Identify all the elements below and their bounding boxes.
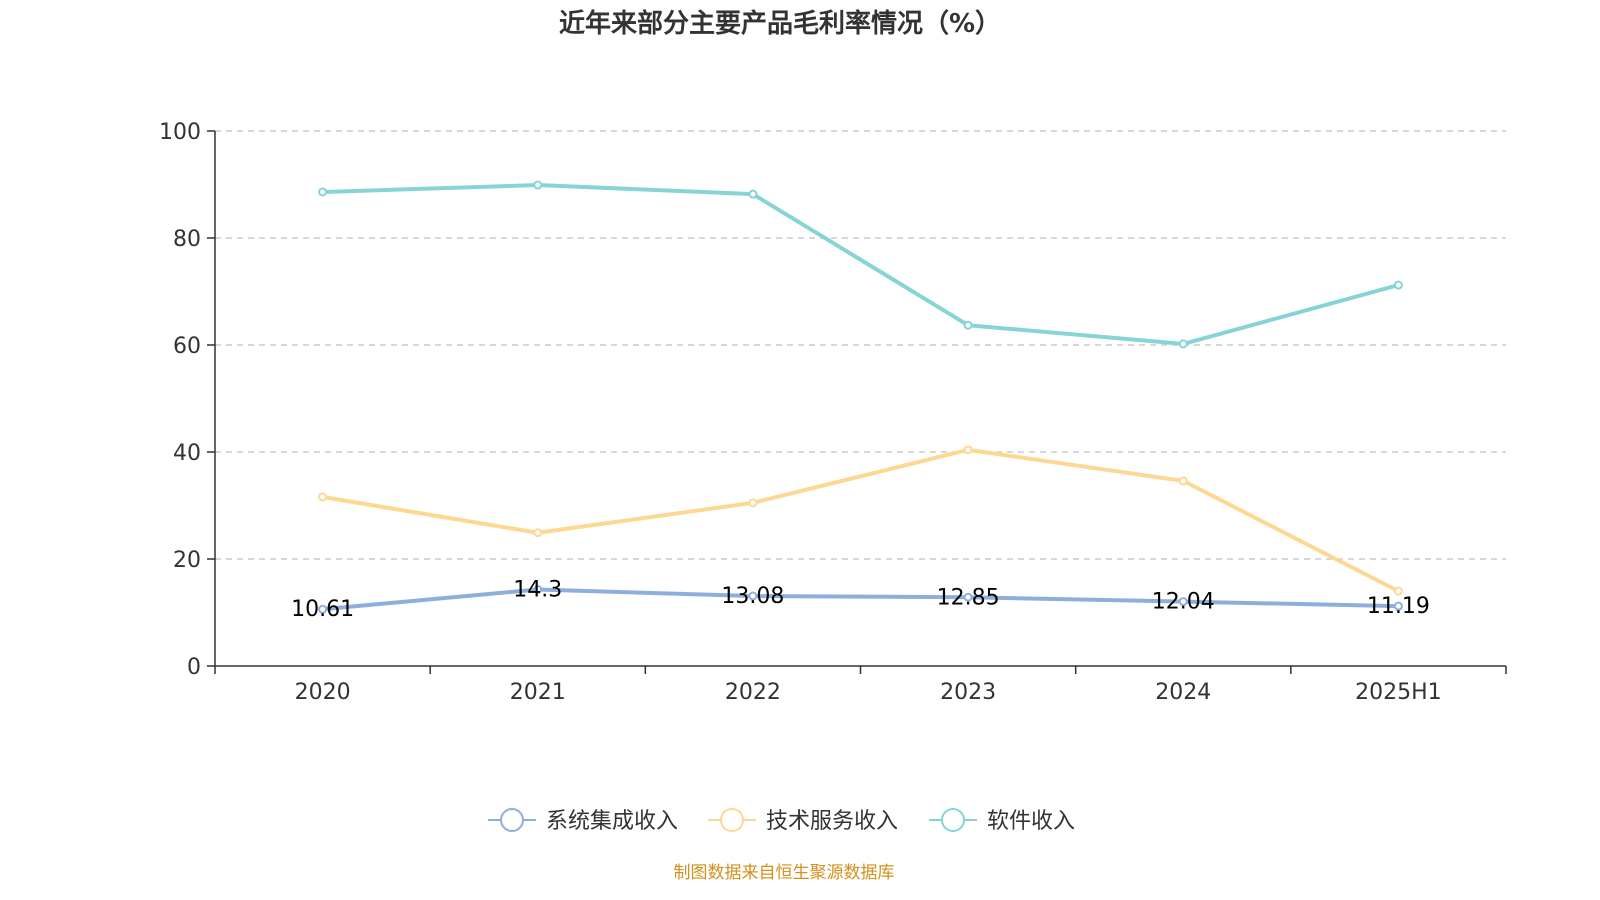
series-line (322, 587, 1399, 612)
data-label: 11.19 (1367, 594, 1430, 619)
legend-marker[interactable] (941, 808, 965, 832)
data-point (963, 320, 973, 330)
y-tick-label: 60 (173, 334, 201, 359)
x-tick-label: 2021 (510, 680, 566, 705)
data-point (318, 187, 328, 197)
data-point (748, 498, 758, 508)
data-labels: 10.61 14.3 13.08 12.85 12.04 11.19 (291, 577, 1430, 622)
data-point (1178, 476, 1188, 486)
data-point (533, 180, 543, 190)
data-point (533, 528, 543, 538)
series-line (322, 447, 1400, 593)
data-point (1178, 597, 1188, 607)
data-point (748, 189, 758, 199)
y-tick-label: 0 (187, 655, 201, 680)
y-tick-label: 40 (173, 441, 201, 466)
data-label: 14.3 (513, 577, 562, 602)
data-point (748, 591, 758, 601)
data-point (1393, 601, 1403, 611)
data-point (963, 445, 973, 455)
y-tick-label: 80 (173, 227, 201, 252)
data-point (318, 604, 328, 614)
x-tick-label: 2020 (295, 680, 351, 705)
data-point (318, 492, 328, 502)
data-label: 10.61 (291, 597, 354, 622)
data-point (1393, 280, 1403, 290)
legend-label[interactable]: 系统集成收入 (546, 809, 678, 834)
legend-label[interactable]: 技术服务收入 (766, 809, 898, 834)
data-point (533, 584, 543, 594)
axes: 0 20 40 60 80 100 2020 2021 2022 2023 2024 2025H1 (159, 120, 1507, 705)
y-tick-label: 20 (173, 548, 201, 573)
series-lines (318, 180, 1403, 614)
x-tick-label: 2022 (725, 680, 781, 705)
x-tick-label: 2025H1 (1355, 680, 1442, 705)
legend[interactable]: 系统集成收入 技术服务收入 软件收入 (488, 808, 1075, 834)
chart-title: 近年来部分主要产品毛利率情况（%） (559, 8, 1001, 39)
data-point (1178, 339, 1188, 349)
source-note: 制图数据来自恒生聚源数据库 (674, 863, 895, 883)
data-label: 13.08 (721, 584, 784, 609)
y-tick-label: 100 (159, 120, 201, 145)
series-line (322, 183, 1399, 346)
legend-label[interactable]: 软件收入 (987, 809, 1075, 834)
data-point (963, 592, 973, 602)
legend-marker[interactable] (500, 808, 524, 832)
grid-lines (215, 130, 1506, 560)
x-tick-label: 2023 (940, 680, 996, 705)
data-label: 12.04 (1152, 590, 1215, 615)
x-tick-label: 2024 (1155, 680, 1211, 705)
data-point (1393, 586, 1403, 596)
data-label: 12.85 (937, 585, 1000, 610)
legend-marker[interactable] (720, 808, 744, 832)
